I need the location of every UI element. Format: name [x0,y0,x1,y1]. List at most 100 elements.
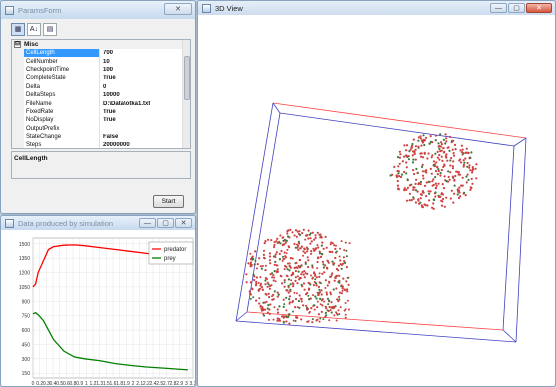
view-minimize-button[interactable]: — [490,3,507,13]
particle [245,281,248,284]
particle [465,175,468,178]
property-row-outputprefix[interactable]: OutputPrefix [12,124,190,133]
chart-close-button[interactable]: ✕ [175,218,192,228]
property-row-deltasteps[interactable]: DeltaSteps 10000 [12,90,190,100]
x-tick-label: 2.5 [156,381,163,387]
property-value[interactable]: True [103,117,116,124]
chart-maximize-button[interactable]: ▢ [157,218,174,228]
particle [313,281,316,284]
x-tick-label: 2 [132,381,135,387]
view-close-button[interactable]: ✕ [526,3,552,13]
property-row-steps[interactable]: Steps 20000000 [12,141,190,149]
3d-scene-canvas[interactable] [198,15,556,387]
particle [466,173,469,176]
particle [334,256,337,260]
property-value[interactable]: 700 [103,50,114,57]
particle [454,148,457,151]
particle [276,308,279,311]
particle [440,199,443,202]
particle [445,196,448,199]
particle [439,174,442,177]
property-row-filename[interactable]: FileName D:\Data\otka1.txt [12,99,190,108]
property-value[interactable]: 10000 [103,92,120,99]
start-button[interactable]: Start [153,195,184,208]
particle [420,144,423,147]
property-row-completestate[interactable]: CompleteState True [12,74,190,83]
particle [253,263,256,266]
property-row-fixedrate[interactable]: FixedRate True [12,107,190,117]
particle [296,243,298,246]
particle [412,197,415,200]
particle [448,135,452,138]
params-title-bar[interactable]: ParamsForm ✕ [1,1,195,19]
categorized-view-button[interactable]: ▦ [11,22,25,36]
particle [316,244,319,247]
params-close-button[interactable]: ✕ [164,3,192,15]
particle [259,282,263,285]
particle [406,178,409,181]
particle [428,180,431,183]
property-value[interactable]: True [103,108,116,115]
particle [321,241,324,244]
chart-minimize-button[interactable]: — [139,218,156,228]
particle [429,135,432,138]
particle [285,239,288,242]
particle [337,300,340,303]
property-row-nodisplay[interactable]: NoDisplay True [12,116,190,125]
particle [283,281,286,284]
particle [438,147,441,150]
particle [343,260,346,263]
property-row-checkpointtime[interactable]: CheckpointTime 100 [12,65,190,75]
particle [274,280,277,283]
particle [289,228,292,231]
property-value[interactable]: True [103,75,116,82]
particle [403,187,406,190]
property-row-celllength[interactable]: CellLength 700 [12,49,190,58]
alphabetical-sort-button[interactable]: A↓ [27,22,41,36]
x-tick-label: 2.7 [163,381,170,387]
collapse-icon[interactable]: ⊟ [14,41,21,48]
particle [245,273,248,276]
property-value[interactable]: 10 [103,58,110,65]
particle [405,166,408,169]
particle [396,169,399,173]
particle [419,197,422,200]
property-row-statechange[interactable]: StateChange False [12,132,190,142]
particle [444,142,447,145]
view-title-bar[interactable]: 3D View — ▢ ✕ [198,1,555,15]
particle [289,288,292,291]
particle [285,274,288,277]
particle [460,161,463,164]
particle [318,291,322,294]
property-name: Delta [24,82,100,91]
category-row-misc[interactable]: ⊟ Misc [12,40,190,49]
property-value[interactable]: False [103,134,119,141]
particle [454,174,457,178]
particle [296,246,299,249]
property-grid-scrollbar[interactable] [182,40,190,148]
particle [276,264,279,267]
particle [315,276,318,279]
particle [309,237,312,240]
property-value[interactable]: D:\Data\otka1.txt [103,100,151,107]
chart-title-bar[interactable]: Data produced by simulation — ▢ ✕ [1,216,195,230]
particle [422,138,426,141]
particle [314,295,317,298]
property-row-cellnumber[interactable]: CellNumber 10 [12,57,190,66]
property-row-delta[interactable]: Delta 0 [12,82,190,91]
scrollbar-thumb[interactable] [184,56,190,100]
particle [249,297,252,300]
property-value[interactable]: 100 [103,66,114,73]
particle [461,148,464,151]
particle [322,263,325,266]
property-value[interactable]: 0 [103,83,107,90]
particle [415,167,418,171]
particle [313,308,316,311]
property-pages-button[interactable]: ▤ [43,22,57,36]
particle [289,266,292,269]
particle [287,284,290,288]
view-maximize-button[interactable]: ▢ [508,3,525,13]
property-value[interactable]: 20000000 [103,142,130,149]
simulation-chart-window: Data produced by simulation — ▢ ✕ 0 0.2 0.… [0,215,196,387]
particle [282,239,285,242]
